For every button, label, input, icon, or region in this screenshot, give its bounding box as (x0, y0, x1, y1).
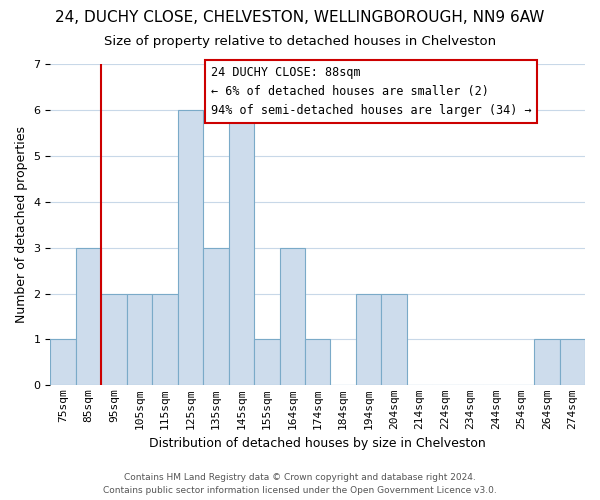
Bar (382, 294, 407, 386)
Text: Contains HM Land Registry data © Crown copyright and database right 2024.
Contai: Contains HM Land Registry data © Crown c… (103, 474, 497, 495)
Bar (101, 294, 127, 386)
Bar (254, 340, 280, 386)
Bar (152, 294, 178, 386)
X-axis label: Distribution of detached houses by size in Chelveston: Distribution of detached houses by size … (149, 437, 486, 450)
Text: 24, DUCHY CLOSE, CHELVESTON, WELLINGBOROUGH, NN9 6AW: 24, DUCHY CLOSE, CHELVESTON, WELLINGBORO… (55, 10, 545, 25)
Y-axis label: Number of detached properties: Number of detached properties (15, 126, 28, 323)
Text: 24 DUCHY CLOSE: 88sqm
← 6% of detached houses are smaller (2)
94% of semi-detach: 24 DUCHY CLOSE: 88sqm ← 6% of detached h… (211, 66, 532, 116)
Bar (229, 110, 254, 386)
Bar (534, 340, 560, 386)
Bar (178, 110, 203, 386)
Text: Size of property relative to detached houses in Chelveston: Size of property relative to detached ho… (104, 35, 496, 48)
Bar (356, 294, 382, 386)
Bar (280, 248, 305, 386)
Bar (203, 248, 229, 386)
Bar (560, 340, 585, 386)
Bar (305, 340, 331, 386)
Bar (127, 294, 152, 386)
Bar (50, 340, 76, 386)
Bar (76, 248, 101, 386)
